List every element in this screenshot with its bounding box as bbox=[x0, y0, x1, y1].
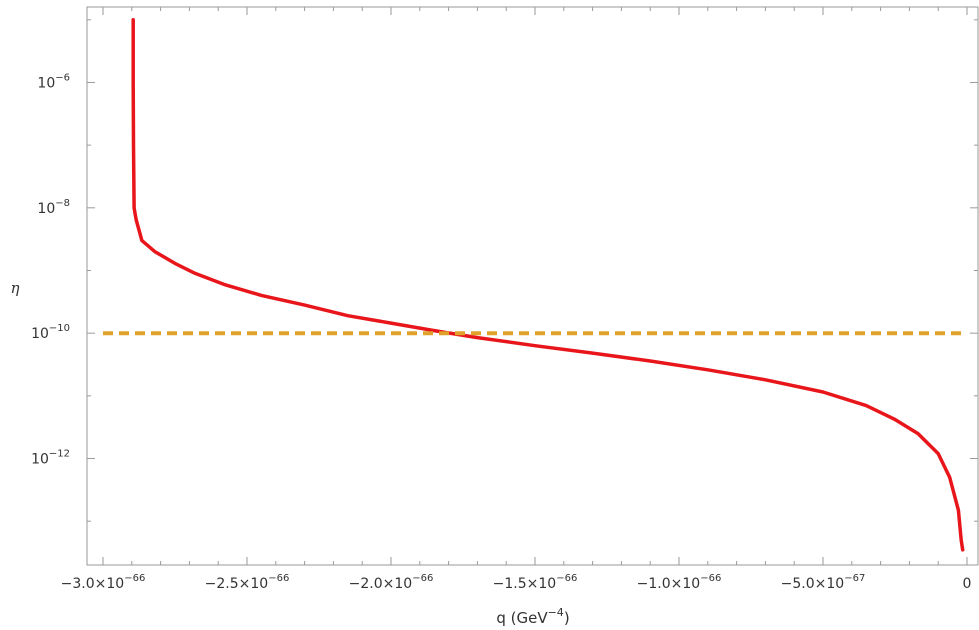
x-tick-label: −2.0×10−66 bbox=[349, 573, 434, 592]
x-tick-label: −2.5×10−66 bbox=[205, 573, 290, 592]
y-tick-exponent: −8 bbox=[55, 198, 70, 209]
y-tick-label: 10−12 bbox=[31, 449, 70, 468]
y-tick-label: 10−8 bbox=[37, 198, 70, 217]
y-tick-label: 10−6 bbox=[37, 72, 70, 91]
x-tick-mantissa: −1.0×10 bbox=[637, 576, 701, 592]
series-layer bbox=[103, 18, 967, 552]
major-ticks bbox=[87, 7, 978, 565]
x-axis-title-sup: −4 bbox=[548, 606, 564, 619]
x-axis-title-suffix: ) bbox=[564, 609, 570, 627]
y-tick-label: 10−10 bbox=[31, 323, 70, 342]
x-tick-exponent: −67 bbox=[844, 573, 865, 584]
x-tick-mantissa: −3.0×10 bbox=[61, 576, 125, 592]
minor-ticks bbox=[87, 7, 978, 565]
y-tick-exponent: −12 bbox=[49, 449, 70, 460]
x-tick-exponent: −66 bbox=[268, 573, 289, 584]
x-tick-exponent: −66 bbox=[412, 573, 433, 584]
plot-frame bbox=[86, 6, 979, 566]
x-tick-label: 0 bbox=[963, 576, 972, 592]
y-tick-exponent: −10 bbox=[49, 323, 70, 334]
y-axis-title: η bbox=[11, 279, 20, 297]
y-tick-base: 10 bbox=[37, 75, 55, 91]
x-tick-exponent: −66 bbox=[556, 573, 577, 584]
x-tick-labels: −3.0×10−66 −2.5×10−66 −2.0×10−66 −1.5×10−66… bbox=[61, 573, 972, 592]
x-tick-mantissa: −1.5×10 bbox=[493, 576, 557, 592]
x-tick-label: −5.0×10−67 bbox=[781, 573, 866, 592]
y-tick-base: 10 bbox=[37, 201, 55, 217]
x-tick-exponent: −66 bbox=[124, 573, 145, 584]
y-tick-base: 10 bbox=[31, 452, 49, 468]
x-axis-title: q (GeV−4) bbox=[496, 606, 569, 627]
y-tick-exponent: −6 bbox=[55, 72, 70, 83]
x-axis-title-base: q (GeV bbox=[496, 609, 548, 627]
x-tick-exponent: −66 bbox=[700, 573, 721, 584]
x-tick-mantissa: −5.0×10 bbox=[781, 576, 845, 592]
series-solid-line bbox=[131, 18, 965, 552]
x-tick-label: −1.5×10−66 bbox=[493, 573, 578, 592]
x-tick-mantissa: −2.5×10 bbox=[205, 576, 269, 592]
x-tick-mantissa: −2.0×10 bbox=[349, 576, 413, 592]
x-tick-label: −1.0×10−66 bbox=[637, 573, 722, 592]
x-tick-label: −3.0×10−66 bbox=[61, 573, 146, 592]
y-tick-base: 10 bbox=[31, 326, 49, 342]
